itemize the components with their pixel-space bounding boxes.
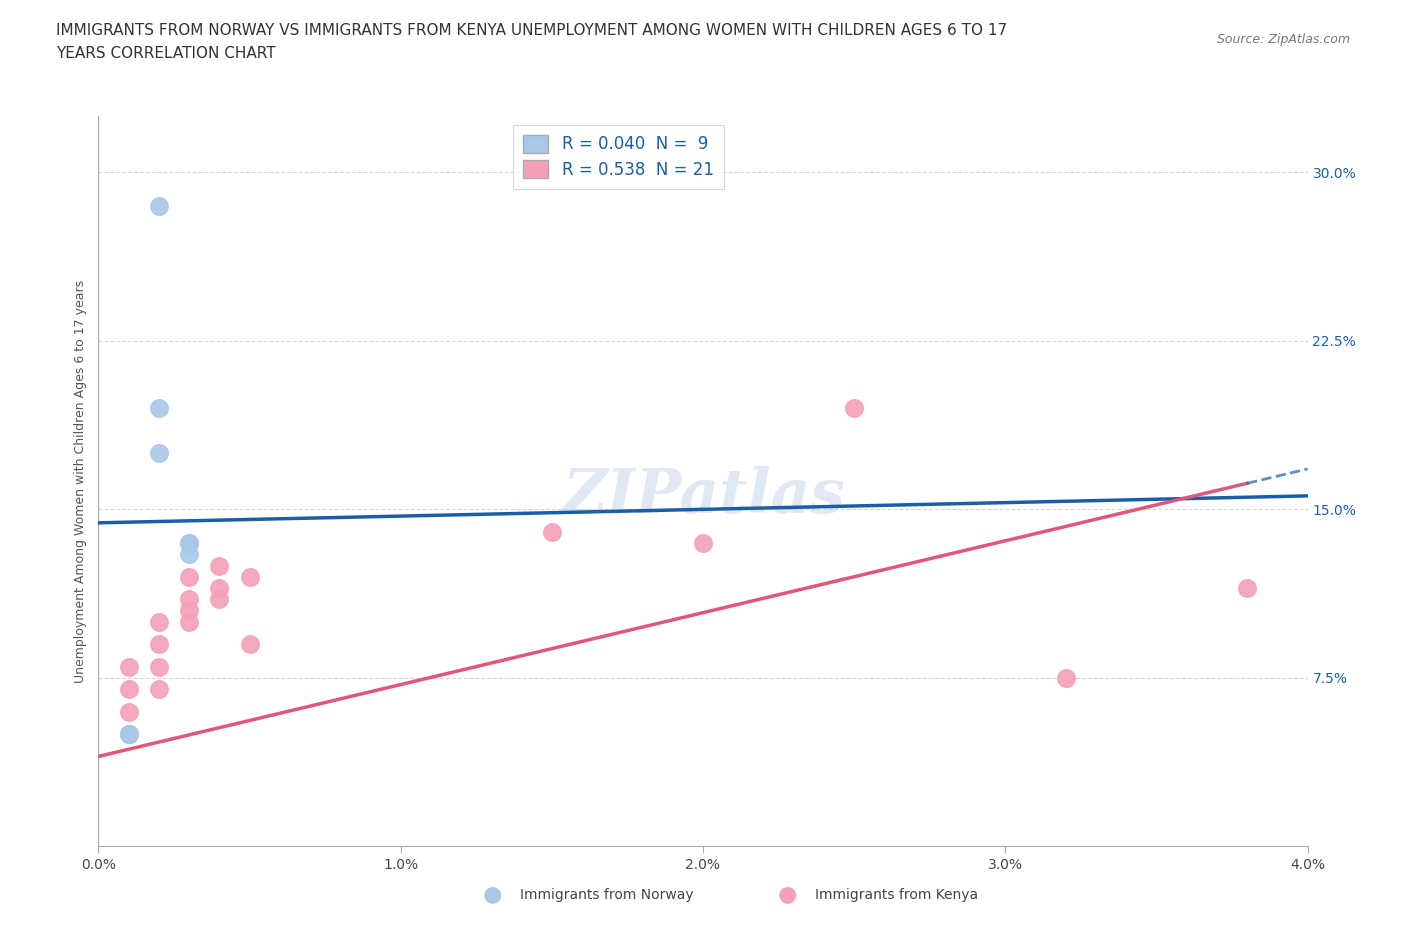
Text: IMMIGRANTS FROM NORWAY VS IMMIGRANTS FROM KENYA UNEMPLOYMENT AMONG WOMEN WITH CH: IMMIGRANTS FROM NORWAY VS IMMIGRANTS FRO… [56,23,1007,38]
Point [1054,671,1077,685]
Point [148,637,170,652]
Point [1236,580,1258,595]
Point [118,659,141,674]
Text: YEARS CORRELATION CHART: YEARS CORRELATION CHART [56,46,276,61]
Point [179,536,201,551]
Point [208,591,231,606]
Text: ZIPatlas: ZIPatlas [561,466,845,525]
Point [239,569,262,584]
Point [844,401,866,416]
Point [179,536,201,551]
Point [148,659,170,674]
Legend: R = 0.040  N =  9, R = 0.538  N = 21: R = 0.040 N = 9, R = 0.538 N = 21 [513,125,724,189]
Point [179,603,201,618]
Text: Immigrants from Norway: Immigrants from Norway [520,887,693,902]
Point [118,726,141,741]
Point [118,726,141,741]
Point [148,199,170,214]
Point [118,704,141,719]
Point [239,637,262,652]
Text: Source: ZipAtlas.com: Source: ZipAtlas.com [1216,33,1350,46]
Point [208,558,231,573]
Point [540,525,562,539]
Point [179,591,201,606]
Point [148,614,170,629]
Point [179,569,201,584]
Text: Immigrants from Kenya: Immigrants from Kenya [815,887,979,902]
Point [179,614,201,629]
Point [692,536,714,551]
Point [148,682,170,697]
Text: ●: ● [778,884,797,905]
Point [208,580,231,595]
Point [118,726,141,741]
Point [148,401,170,416]
Y-axis label: Unemployment Among Women with Children Ages 6 to 17 years: Unemployment Among Women with Children A… [75,280,87,683]
Point [118,682,141,697]
Point [179,547,201,562]
Point [148,445,170,460]
Text: ●: ● [482,884,502,905]
